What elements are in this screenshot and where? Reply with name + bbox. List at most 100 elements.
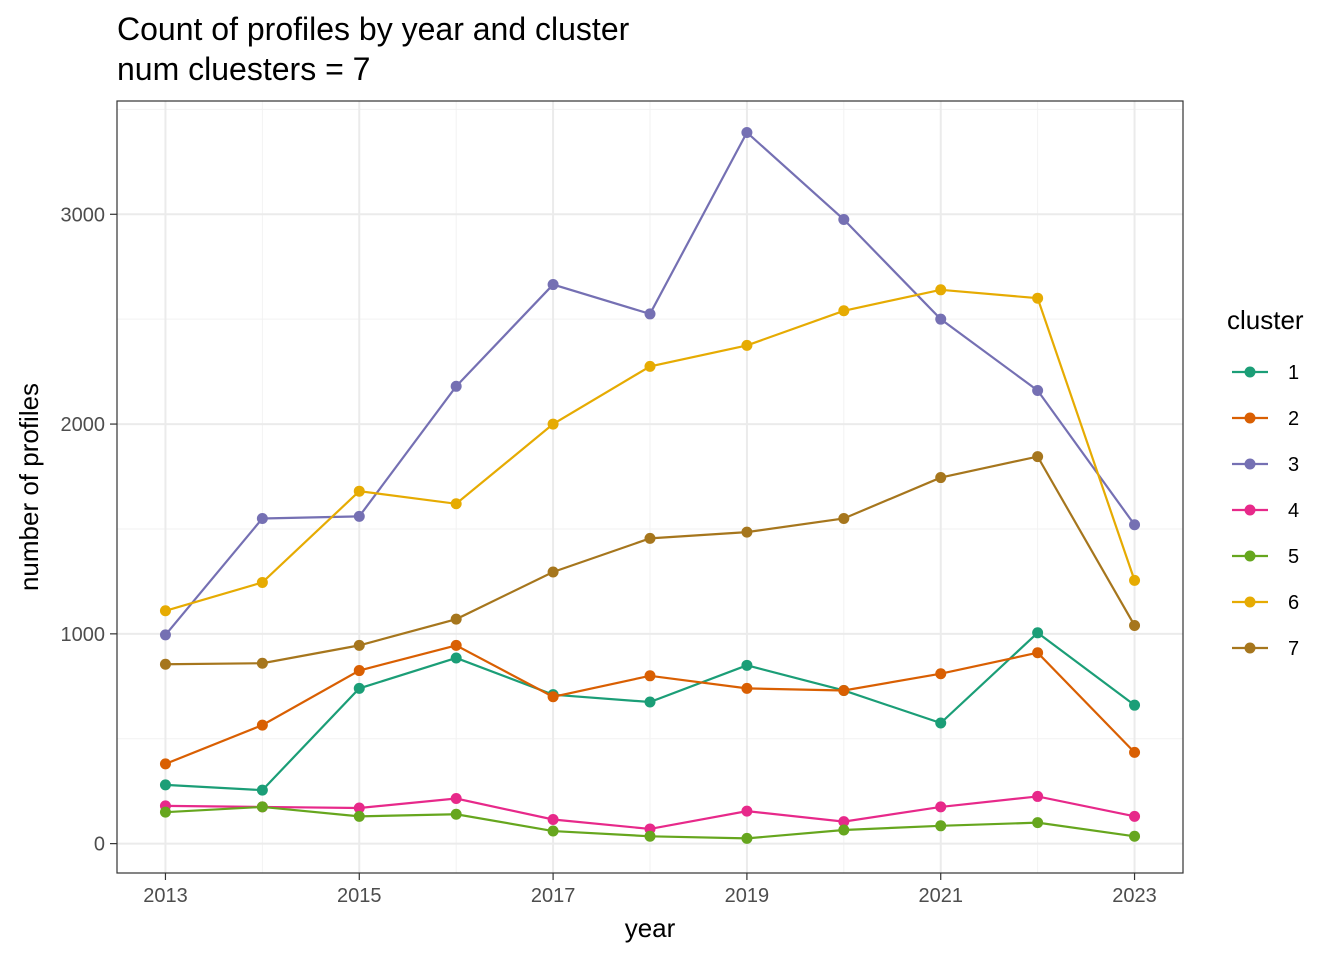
data-point-cluster-5 — [644, 830, 656, 842]
y-tick-label: 2000 — [61, 414, 106, 436]
data-point-cluster-2 — [644, 670, 656, 682]
data-point-cluster-2 — [547, 691, 559, 703]
data-point-cluster-3 — [547, 279, 559, 291]
data-point-cluster-3 — [159, 629, 171, 641]
legend-key-point — [1244, 412, 1256, 424]
legend-label: 6 — [1288, 592, 1299, 614]
series-cluster-6 — [159, 284, 1141, 617]
data-point-cluster-1 — [256, 784, 268, 796]
data-point-cluster-7 — [547, 566, 559, 578]
data-point-cluster-5 — [838, 824, 850, 836]
data-point-cluster-1 — [353, 682, 365, 694]
series-cluster-5 — [159, 801, 1141, 844]
data-point-cluster-5 — [450, 808, 462, 820]
axes: 2013 2015 2017 2019 2021 2023 0 1000 2000 3000 — [61, 204, 1157, 907]
data-point-cluster-2 — [935, 668, 947, 680]
series-layer — [159, 126, 1141, 844]
legend-key-point — [1244, 550, 1256, 562]
legend-title: cluster — [1227, 305, 1304, 335]
data-point-cluster-6 — [644, 360, 656, 372]
data-point-cluster-6 — [1032, 292, 1044, 304]
data-point-cluster-7 — [159, 658, 171, 670]
data-point-cluster-7 — [741, 526, 753, 538]
data-point-cluster-1 — [741, 659, 753, 671]
legend-key-point — [1244, 596, 1256, 608]
y-axis-title: number of profiles — [14, 383, 44, 591]
legend-key-point — [1244, 642, 1256, 654]
chart-subtitle: num cluesters = 7 — [117, 51, 370, 87]
data-point-cluster-6 — [838, 305, 850, 317]
data-point-cluster-3 — [353, 510, 365, 522]
legend-label: 7 — [1288, 638, 1299, 660]
data-point-cluster-7 — [644, 532, 656, 544]
data-point-cluster-6 — [935, 284, 947, 296]
legend-item-cluster-1: 1 — [1232, 362, 1299, 384]
data-point-cluster-6 — [1129, 574, 1141, 586]
data-point-cluster-6 — [256, 576, 268, 588]
data-point-cluster-4 — [450, 793, 462, 805]
series-cluster-3 — [159, 126, 1141, 641]
data-point-cluster-5 — [1129, 830, 1141, 842]
legend-key-point — [1244, 504, 1256, 516]
x-tick-label: 2015 — [337, 885, 382, 907]
data-point-cluster-6 — [450, 498, 462, 510]
data-point-cluster-4 — [1032, 790, 1044, 802]
data-point-cluster-5 — [741, 832, 753, 844]
legend-key-point — [1244, 366, 1256, 378]
data-point-cluster-3 — [1129, 519, 1141, 531]
data-point-cluster-2 — [353, 665, 365, 677]
x-tick-label: 2017 — [531, 885, 576, 907]
data-point-cluster-7 — [1129, 619, 1141, 631]
series-cluster-7 — [159, 451, 1141, 670]
data-point-cluster-5 — [256, 801, 268, 813]
data-point-cluster-1 — [450, 652, 462, 664]
legend-label: 2 — [1288, 408, 1299, 430]
data-point-cluster-2 — [1032, 647, 1044, 659]
data-point-cluster-4 — [1129, 810, 1141, 822]
data-point-cluster-6 — [159, 605, 171, 617]
legend-key-point — [1244, 458, 1256, 470]
legend-label: 5 — [1288, 546, 1299, 568]
x-axis-title: year — [625, 913, 676, 943]
legend-label: 1 — [1288, 362, 1299, 384]
y-tick-label: 1000 — [61, 624, 106, 646]
data-point-cluster-4 — [741, 805, 753, 817]
series-cluster-1 — [159, 627, 1141, 796]
data-point-cluster-2 — [1129, 746, 1141, 758]
data-point-cluster-2 — [838, 684, 850, 696]
data-point-cluster-3 — [256, 512, 268, 524]
data-point-cluster-6 — [741, 339, 753, 351]
data-point-cluster-5 — [1032, 817, 1044, 829]
plot-panel — [116, 100, 1184, 874]
data-point-cluster-4 — [838, 816, 850, 828]
data-point-cluster-3 — [450, 380, 462, 392]
data-point-cluster-7 — [256, 657, 268, 669]
data-point-cluster-1 — [1129, 699, 1141, 711]
data-point-cluster-7 — [450, 613, 462, 625]
data-point-cluster-5 — [935, 820, 947, 832]
data-point-cluster-2 — [741, 682, 753, 694]
data-point-cluster-1 — [644, 696, 656, 708]
x-tick-label: 2023 — [1112, 885, 1157, 907]
data-point-cluster-4 — [353, 802, 365, 814]
legend-item-cluster-3: 3 — [1232, 454, 1299, 476]
x-tick-label: 2013 — [143, 885, 188, 907]
data-point-cluster-3 — [741, 126, 753, 138]
series-cluster-2 — [159, 639, 1141, 770]
data-point-cluster-7 — [838, 512, 850, 524]
y-tick-label: 0 — [94, 834, 105, 856]
legend-item-cluster-7: 7 — [1232, 638, 1299, 660]
data-point-cluster-1 — [159, 779, 171, 791]
y-tick-label: 3000 — [61, 204, 106, 226]
chart-title: Count of profiles by year and cluster — [117, 11, 630, 47]
data-point-cluster-2 — [450, 639, 462, 651]
data-point-cluster-1 — [935, 717, 947, 729]
legend-label: 4 — [1288, 500, 1299, 522]
data-point-cluster-3 — [935, 313, 947, 325]
legend-item-cluster-4: 4 — [1232, 500, 1299, 522]
data-point-cluster-3 — [838, 214, 850, 226]
legend-item-cluster-2: 2 — [1232, 408, 1299, 430]
data-point-cluster-7 — [1032, 451, 1044, 463]
data-point-cluster-6 — [547, 418, 559, 430]
